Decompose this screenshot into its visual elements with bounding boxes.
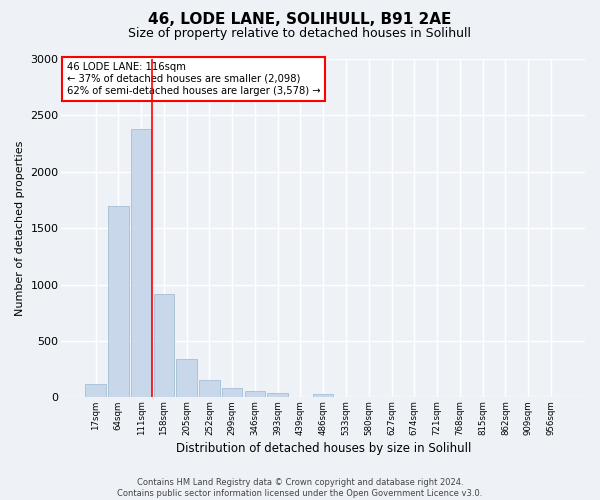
- Text: 46, LODE LANE, SOLIHULL, B91 2AE: 46, LODE LANE, SOLIHULL, B91 2AE: [148, 12, 452, 28]
- Text: 46 LODE LANE: 116sqm
← 37% of detached houses are smaller (2,098)
62% of semi-de: 46 LODE LANE: 116sqm ← 37% of detached h…: [67, 62, 320, 96]
- Bar: [85, 384, 106, 398]
- Bar: [154, 294, 174, 398]
- Bar: [131, 129, 151, 398]
- X-axis label: Distribution of detached houses by size in Solihull: Distribution of detached houses by size …: [176, 442, 471, 455]
- Y-axis label: Number of detached properties: Number of detached properties: [15, 140, 25, 316]
- Bar: [199, 380, 220, 398]
- Text: Size of property relative to detached houses in Solihull: Size of property relative to detached ho…: [128, 28, 472, 40]
- Bar: [245, 391, 265, 398]
- Bar: [176, 359, 197, 398]
- Bar: [268, 394, 288, 398]
- Text: Contains HM Land Registry data © Crown copyright and database right 2024.
Contai: Contains HM Land Registry data © Crown c…: [118, 478, 482, 498]
- Bar: [313, 394, 334, 398]
- Bar: [108, 206, 128, 398]
- Bar: [222, 388, 242, 398]
